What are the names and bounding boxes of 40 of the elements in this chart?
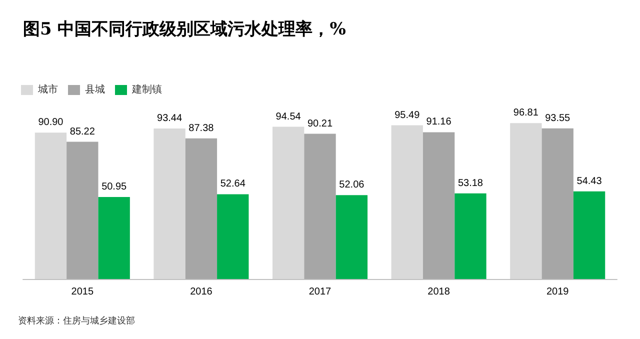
bar [185, 138, 218, 279]
data-label: 96.81 [513, 108, 539, 119]
bar [154, 128, 186, 279]
bar [391, 125, 423, 279]
data-label: 95.49 [394, 110, 420, 121]
legend-label: 县城 [85, 84, 105, 96]
data-label: 54.43 [576, 176, 602, 187]
data-label: 52.06 [339, 180, 365, 191]
data-label: 52.64 [220, 178, 246, 190]
x-tick-label: 2016 [190, 286, 213, 298]
bar [304, 134, 336, 279]
bar [454, 193, 486, 279]
x-tick-label: 2018 [428, 286, 450, 298]
bar [98, 196, 130, 279]
text: 资料来源：住房与城乡建设部 [18, 316, 135, 326]
data-label: 85.22 [70, 126, 96, 138]
chart-title: 图5 中国不同行政级别区域污水处理率，% [23, 20, 346, 40]
x-tick-label: 2019 [546, 286, 570, 298]
data-label: 50.95 [102, 181, 128, 192]
data-label: 93.55 [545, 112, 571, 124]
data-label: 90.90 [38, 117, 64, 128]
data-label: 53.18 [458, 178, 484, 189]
legend-label: 城市 [37, 84, 58, 96]
bar [542, 128, 574, 279]
bar [217, 194, 249, 279]
data-label: 94.54 [276, 111, 302, 122]
data-label: 90.21 [307, 118, 333, 130]
data-label: 93.44 [157, 113, 182, 124]
bar [34, 132, 67, 279]
x-tick-label: 2017 [308, 286, 332, 298]
legend-label: 建制镇 [131, 84, 162, 96]
data-label: 91.16 [426, 116, 452, 128]
data-label: 87.38 [188, 122, 214, 134]
bar [336, 195, 368, 279]
bar [422, 132, 455, 279]
bar [573, 191, 606, 279]
bar [66, 142, 98, 279]
bar [510, 123, 542, 279]
bar [272, 126, 304, 279]
x-tick-label: 2015 [71, 286, 94, 298]
